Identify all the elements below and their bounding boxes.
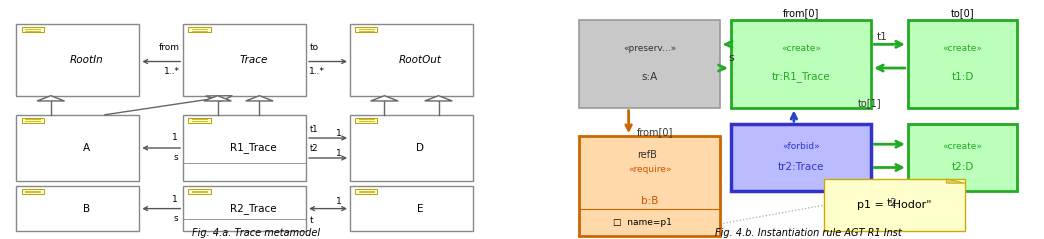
Text: s:A: s:A (642, 72, 658, 82)
Text: B: B (84, 204, 90, 214)
Text: R1_Trace: R1_Trace (231, 142, 277, 153)
Text: t1: t1 (877, 32, 887, 42)
FancyBboxPatch shape (183, 24, 306, 96)
Polygon shape (371, 96, 398, 101)
Text: to[0]: to[0] (951, 8, 974, 18)
FancyBboxPatch shape (579, 136, 720, 236)
Text: t2: t2 (886, 198, 898, 208)
FancyBboxPatch shape (22, 118, 44, 123)
Text: b:B: b:B (641, 196, 659, 206)
Text: D: D (417, 143, 424, 153)
Polygon shape (204, 96, 232, 101)
Text: 1: 1 (336, 197, 341, 206)
Text: □  name=p1: □ name=p1 (613, 218, 672, 228)
FancyBboxPatch shape (183, 115, 306, 181)
Text: A: A (84, 143, 90, 153)
Polygon shape (946, 179, 965, 183)
Text: Fig. 4.b. Instantiation rule AGT R1 Inst: Fig. 4.b. Instantiation rule AGT R1 Inst (715, 228, 902, 238)
FancyBboxPatch shape (731, 20, 872, 108)
Text: t2: t2 (309, 144, 317, 153)
Text: p1 = "Hodor": p1 = "Hodor" (857, 200, 932, 210)
Text: 1: 1 (336, 129, 341, 138)
Text: «create»: «create» (943, 142, 982, 151)
FancyBboxPatch shape (908, 124, 1017, 191)
FancyBboxPatch shape (350, 186, 473, 231)
FancyBboxPatch shape (355, 189, 377, 194)
FancyBboxPatch shape (183, 186, 306, 231)
Text: E: E (418, 204, 424, 214)
Text: 1: 1 (172, 195, 177, 204)
FancyBboxPatch shape (17, 186, 139, 231)
FancyBboxPatch shape (355, 27, 377, 32)
Text: 1..*: 1..* (164, 66, 180, 76)
Text: Fig. 4.a. Trace metamodel: Fig. 4.a. Trace metamodel (192, 228, 321, 238)
FancyBboxPatch shape (22, 27, 44, 32)
Text: from[0]: from[0] (637, 127, 673, 137)
Text: t2:D: t2:D (951, 163, 974, 173)
Text: «create»: «create» (943, 44, 982, 53)
FancyBboxPatch shape (17, 24, 139, 96)
FancyBboxPatch shape (17, 115, 139, 181)
FancyBboxPatch shape (22, 189, 44, 194)
Text: t1:D: t1:D (951, 72, 974, 82)
Text: t: t (309, 216, 313, 225)
Text: from: from (159, 43, 180, 52)
Polygon shape (37, 96, 65, 101)
Text: R2_Trace: R2_Trace (231, 203, 277, 214)
Text: s: s (173, 153, 177, 162)
FancyBboxPatch shape (350, 115, 473, 181)
FancyBboxPatch shape (579, 20, 720, 108)
Text: «create»: «create» (781, 44, 821, 53)
FancyBboxPatch shape (355, 118, 377, 123)
FancyBboxPatch shape (908, 20, 1017, 108)
Text: to[1]: to[1] (858, 98, 882, 108)
Text: tr:R1_Trace: tr:R1_Trace (772, 71, 830, 82)
Text: s: s (729, 53, 734, 63)
Text: t1: t1 (309, 125, 317, 134)
Text: refB: refB (637, 150, 657, 160)
FancyBboxPatch shape (188, 27, 211, 32)
Text: «preserv...»: «preserv...» (623, 44, 677, 53)
Polygon shape (245, 96, 274, 101)
Text: tr2:Trace: tr2:Trace (778, 163, 824, 173)
FancyBboxPatch shape (188, 189, 211, 194)
Text: to: to (309, 43, 318, 52)
Text: «require»: «require» (628, 165, 671, 174)
Text: RootIn: RootIn (70, 55, 103, 65)
Text: «forbid»: «forbid» (782, 142, 820, 151)
Text: RootOut: RootOut (399, 55, 442, 65)
Text: 1..*: 1..* (309, 66, 326, 76)
FancyBboxPatch shape (188, 118, 211, 123)
Polygon shape (425, 96, 452, 101)
Polygon shape (206, 96, 233, 101)
Text: 1: 1 (336, 149, 341, 158)
Text: Trace: Trace (239, 55, 267, 65)
FancyBboxPatch shape (731, 124, 872, 191)
FancyBboxPatch shape (350, 24, 473, 96)
FancyBboxPatch shape (825, 179, 965, 231)
Text: from[0]: from[0] (783, 8, 820, 18)
Text: 1: 1 (172, 133, 177, 142)
Text: s: s (173, 214, 177, 223)
